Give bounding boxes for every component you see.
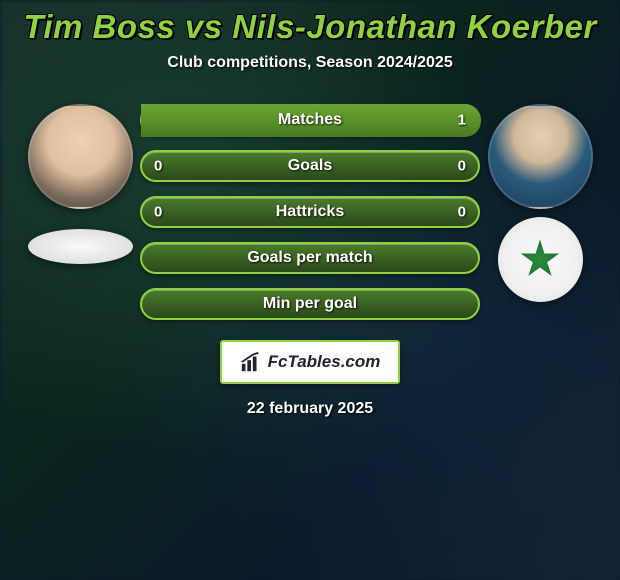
player-right-avatar [488, 104, 593, 209]
stat-bar: Min per goal [140, 288, 480, 320]
comparison-area: Matches 1 0 Goals 0 0 Hattricks 0 Goals per matc… [0, 104, 620, 320]
player-left-avatar [28, 104, 133, 209]
stat-value-left: 0 [154, 204, 162, 221]
stat-bars: Matches 1 0 Goals 0 0 Hattricks 0 Goals per matc… [140, 104, 480, 320]
stat-value-left: 0 [154, 158, 162, 175]
stat-value-right: 0 [458, 158, 466, 175]
player-left-column [20, 104, 140, 264]
stat-value-right: 0 [458, 204, 466, 221]
stat-label: Hattricks [276, 203, 344, 221]
stat-bar: Goals per match [140, 242, 480, 274]
subtitle: Club competitions, Season 2024/2025 [167, 54, 452, 72]
stat-label: Matches [278, 111, 342, 129]
content: Tim Boss vs Nils-Jonathan Koerber Club c… [0, 0, 620, 418]
logo-box: FcTables.com [220, 340, 400, 384]
player-right-column [480, 104, 600, 302]
page-title: Tim Boss vs Nils-Jonathan Koerber [23, 8, 596, 46]
player-right-club-badge [498, 217, 583, 302]
stat-bar: 0 Goals 0 [140, 150, 480, 182]
stat-value-right: 1 [458, 112, 466, 129]
stat-label: Goals [288, 157, 332, 175]
player-left-club-badge [28, 229, 133, 264]
stat-label: Min per goal [263, 295, 357, 313]
chart-icon [240, 351, 262, 373]
stat-bar: Matches 1 [140, 104, 480, 136]
date-text: 22 february 2025 [247, 400, 373, 418]
logo-text: FcTables.com [268, 352, 381, 372]
stat-bar: 0 Hattricks 0 [140, 196, 480, 228]
stat-label: Goals per match [247, 249, 372, 267]
